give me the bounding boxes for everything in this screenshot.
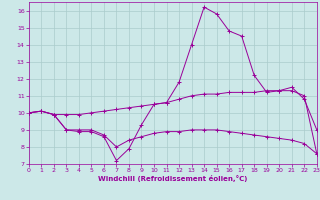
X-axis label: Windchill (Refroidissement éolien,°C): Windchill (Refroidissement éolien,°C)	[98, 175, 247, 182]
